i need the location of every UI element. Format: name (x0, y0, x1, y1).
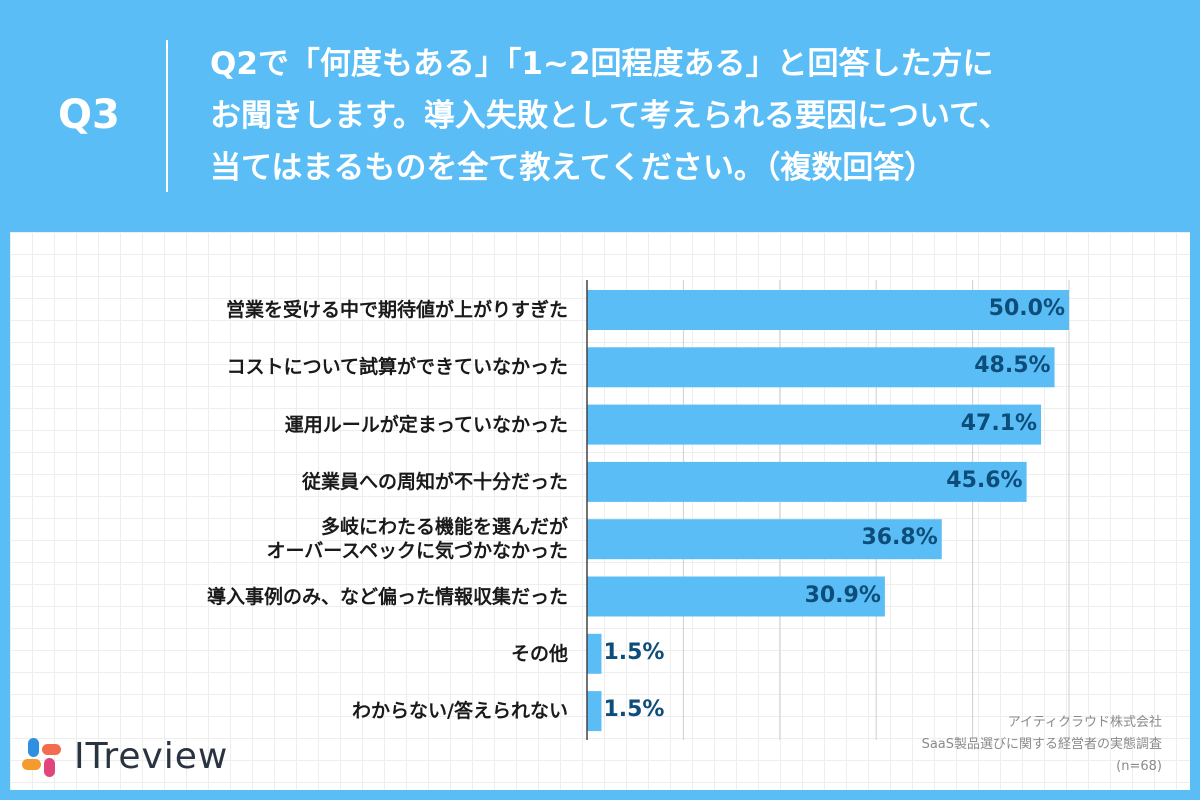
bar-7 (587, 691, 602, 732)
bar-4 (587, 519, 942, 560)
bar-2 (587, 404, 1042, 445)
value-label-3: 45.6% (946, 467, 1023, 493)
category-label-6: その他 (510, 642, 568, 665)
bar-6 (587, 633, 602, 674)
category-label-4: 多岐にわたる機能を選んだが オーバースペックに気づかなかった (266, 516, 568, 563)
source-survey: SaaS製品選びに関する経営者の実態調査 (921, 737, 1162, 752)
bar-3 (587, 461, 1027, 502)
category-label-2: 運用ルールが定まっていなかった (284, 413, 568, 436)
category-label-3: 従業員への周知が不十分だった (301, 470, 568, 493)
value-label-6: 1.5% (603, 639, 665, 665)
bar-0 (587, 290, 1069, 330)
source-company: アイティクラウド株式会社 (1007, 715, 1162, 730)
question-header: Q3 Q2で「何度もある」「1~2回程度ある」と回答した方に お聞きします。導入… (0, 0, 1200, 232)
question-line-1: Q2で「何度もある」「1~2回程度ある」と回答した方に (210, 46, 994, 82)
question-line-2: お聞きします。導入失敗として考えられる要因について、 (210, 98, 1010, 134)
question-number: Q3 (58, 92, 120, 138)
category-label-1: コストについて試算ができていなかった (226, 356, 568, 379)
bar-1 (587, 347, 1055, 388)
logo-text: ITreview (74, 736, 229, 777)
value-label-1: 48.5% (974, 353, 1051, 379)
source-note: アイティクラウド株式会社 SaaS製品選びに関する経営者の実態調査 (n=68) (922, 712, 1162, 778)
category-label-5: 導入事例のみ、など偏った情報収集だった (206, 585, 568, 608)
value-label-7: 1.5% (603, 697, 665, 723)
header-divider (166, 40, 168, 192)
itreview-logo: ITreview (20, 736, 230, 780)
question-line-3: 当てはまるものを全て教えてください。（複数回答） (210, 150, 936, 186)
logo-cross-icon (22, 738, 61, 777)
value-label-2: 47.1% (960, 410, 1038, 436)
category-label-0: 営業を受ける中で期待値が上がりすぎた (225, 299, 568, 321)
value-label-4: 36.8% (861, 525, 938, 551)
category-label-7: わからない/答えられない (352, 700, 568, 723)
value-label-5: 30.9% (804, 582, 881, 608)
source-sample: (n=68) (1116, 759, 1162, 774)
bar-5 (587, 576, 885, 617)
question-text: Q2で「何度もある」「1~2回程度ある」と回答した方に お聞きします。導入失敗と… (210, 38, 1170, 194)
value-label-0: 50.0% (988, 296, 1065, 321)
